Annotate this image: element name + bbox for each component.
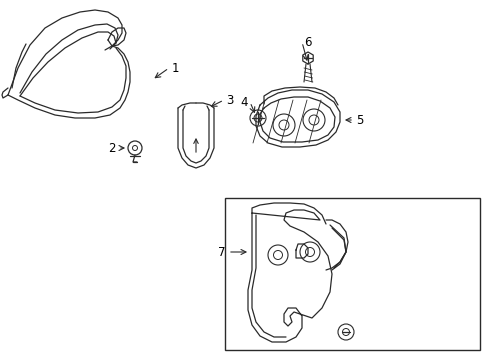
Bar	[224, 198, 479, 350]
Text: 4: 4	[240, 95, 247, 108]
Text: 5: 5	[356, 113, 363, 126]
Text: 2: 2	[108, 141, 116, 154]
Text: 1: 1	[171, 62, 179, 75]
Text: 3: 3	[226, 94, 233, 107]
Text: 7: 7	[218, 246, 225, 258]
Text: 6: 6	[304, 36, 311, 49]
